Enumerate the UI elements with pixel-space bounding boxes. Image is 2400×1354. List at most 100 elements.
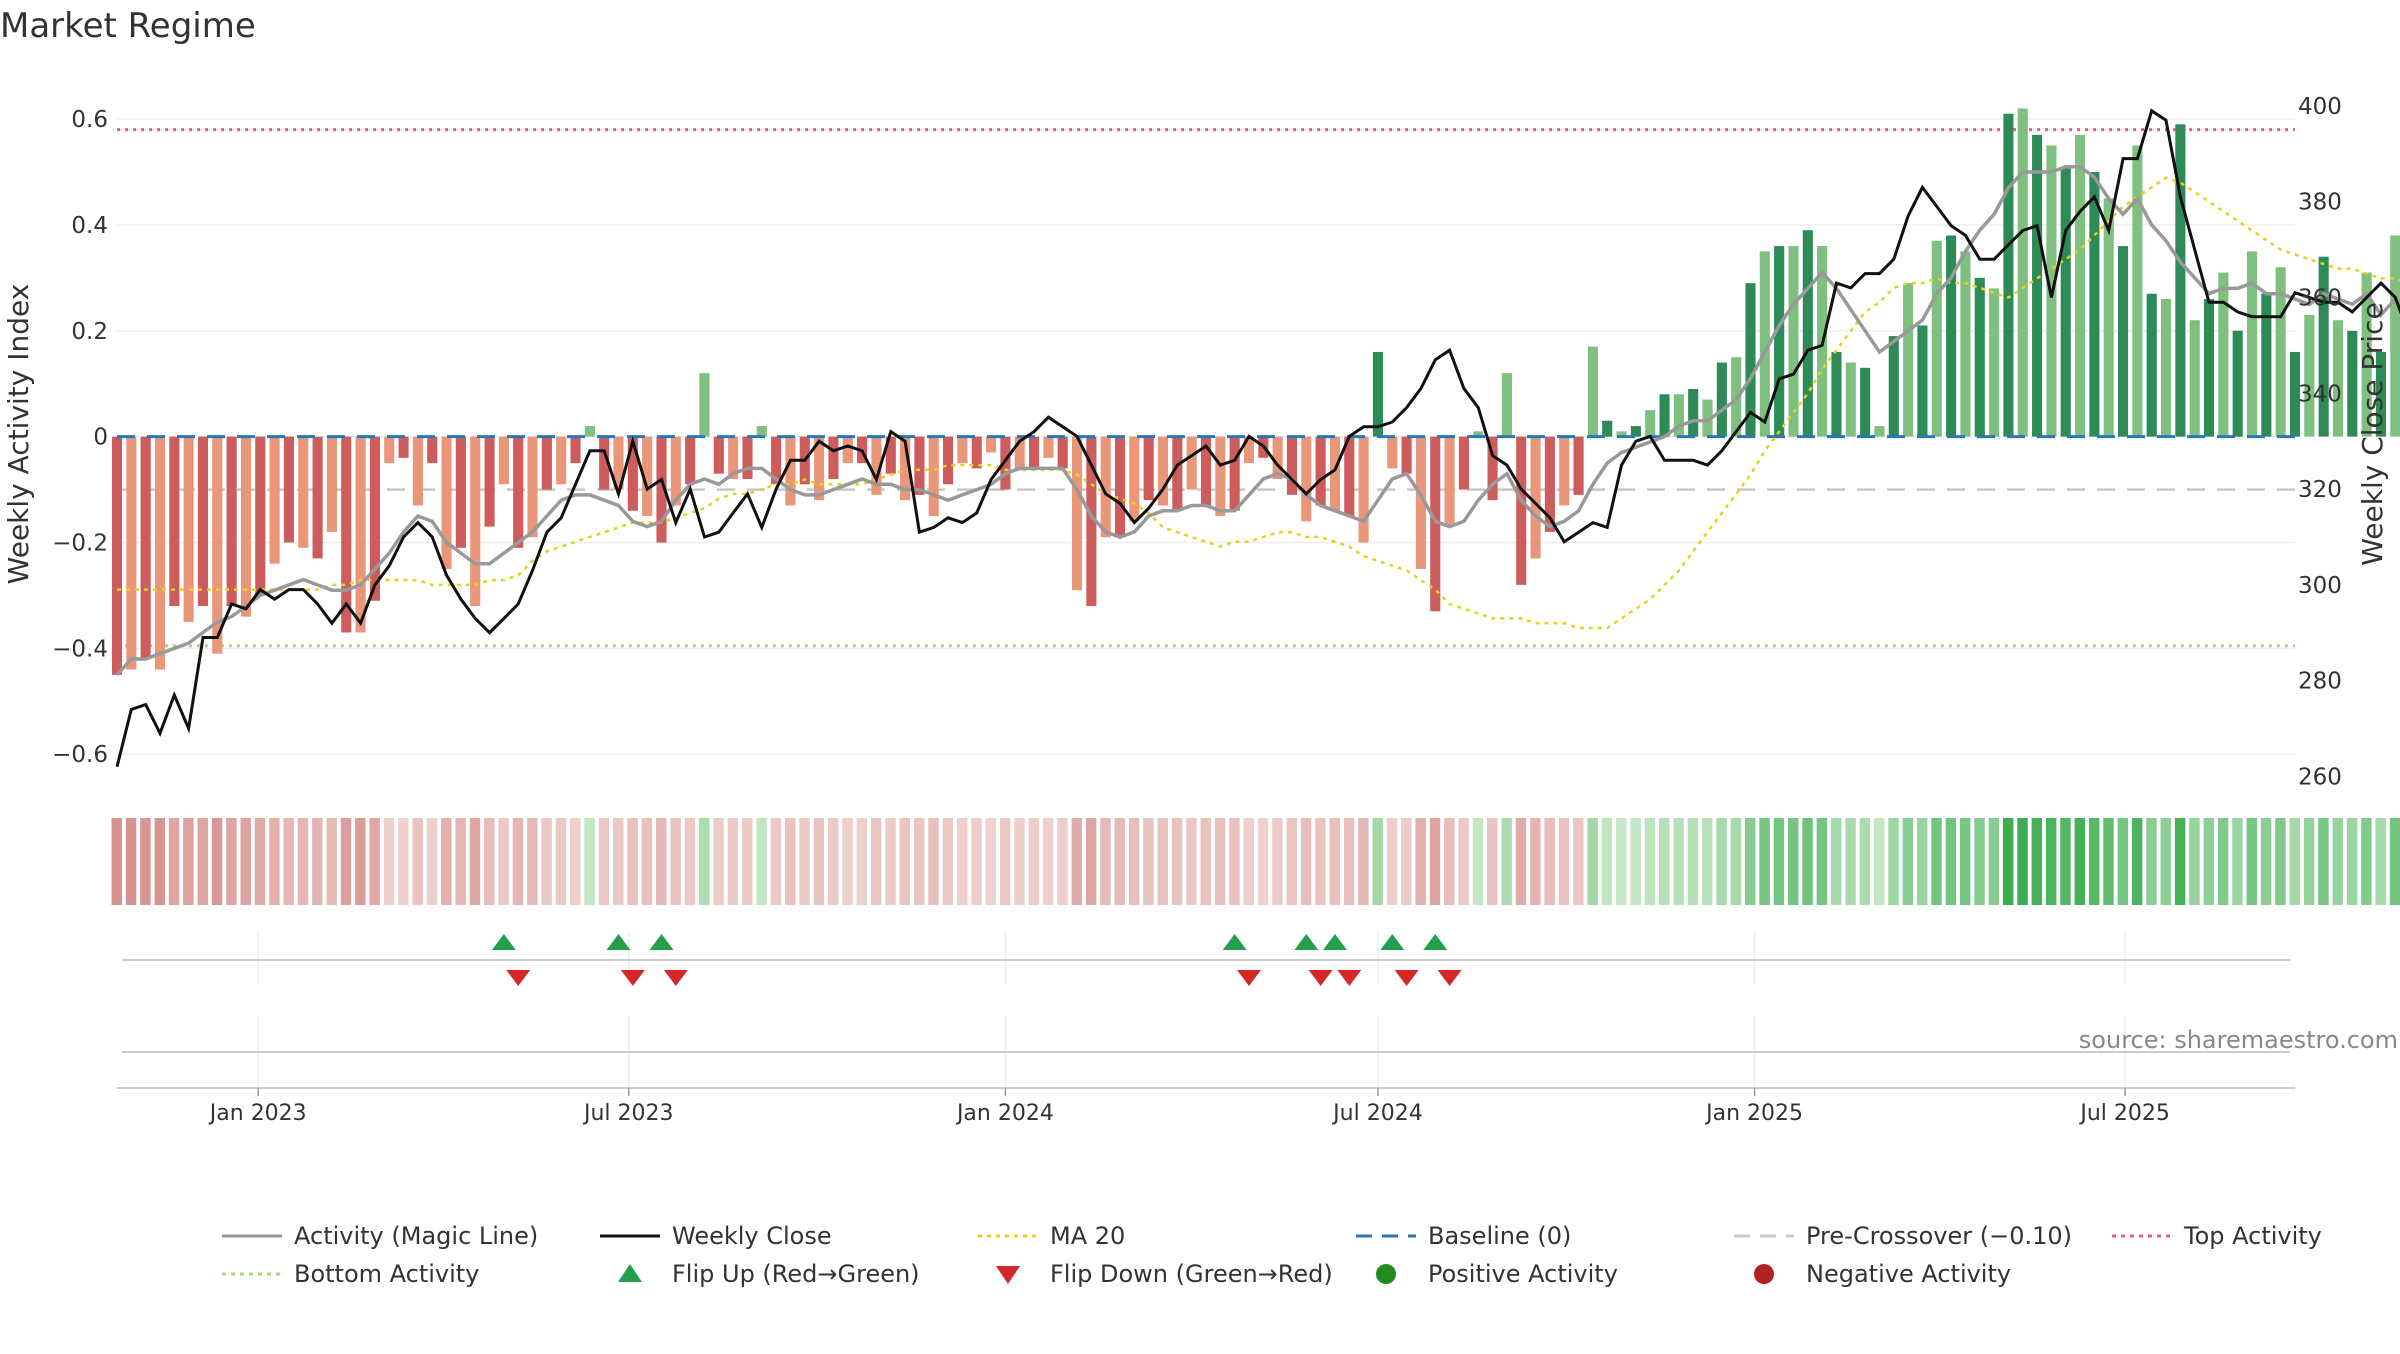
activity-bar — [2032, 134, 2043, 437]
x-tick-label: Jan 2025 — [1704, 1101, 1803, 1126]
activity-bar — [928, 436, 939, 517]
legend-label: Baseline (0) — [1428, 1222, 1571, 1250]
legend-label: Flip Down (Green→Red) — [1050, 1260, 1333, 1288]
regime-strip-cell — [1014, 818, 1025, 905]
flip-up-marker — [1380, 934, 1405, 950]
activity-bar — [943, 436, 954, 485]
activity-bar — [2232, 330, 2243, 437]
activity-bar — [240, 436, 252, 617]
regime-strip-cell — [598, 818, 610, 905]
ma20-line — [117, 176, 2400, 630]
activity-bar — [1473, 431, 1484, 437]
regime-strip-cell — [1401, 818, 1412, 905]
activity-bar — [957, 436, 968, 464]
activity-bar — [814, 436, 825, 501]
regime-strip-cell — [1372, 818, 1383, 905]
activity-bar — [642, 436, 653, 517]
regime-strip-cell — [627, 818, 638, 905]
regime-strip-cell — [1601, 818, 1613, 905]
regime-strip-cell — [312, 818, 323, 905]
x-tick-label: Jul 2024 — [1331, 1101, 1423, 1126]
regime-strip-cell — [670, 818, 681, 905]
activity-bar — [2189, 320, 2200, 437]
regime-strip-cell — [613, 818, 624, 905]
regime-strip-cell — [2117, 818, 2129, 905]
activity-bar — [1802, 230, 1813, 437]
activity-bar — [1215, 436, 1226, 517]
regime-strip-cell — [1157, 818, 1168, 905]
source-note: source: sharemaestro.com — [2079, 1026, 2398, 1054]
regime-strip-cell — [2346, 818, 2358, 905]
activity-bar — [1172, 436, 1183, 511]
y-left-tick: 0.6 — [71, 107, 108, 133]
regime-strip-cell — [1415, 818, 1426, 905]
activity-bar — [1917, 325, 1928, 437]
regime-strip-cell — [1716, 818, 1727, 905]
regime-strip-cell — [1830, 818, 1842, 905]
regime-strip-cell — [1071, 818, 1083, 905]
legend-swatch — [618, 1264, 642, 1282]
activity-bar — [1501, 373, 1512, 437]
activity-bar — [670, 436, 681, 506]
regime-strip-cell — [1329, 818, 1340, 905]
regime-strip-cell — [340, 818, 352, 905]
y-right-tick: 300 — [2298, 573, 2342, 599]
activity-bar — [1444, 436, 1455, 527]
regime-strip-cell — [1487, 818, 1498, 905]
activity-bar — [1845, 362, 1856, 437]
regime-strip-cell — [1186, 818, 1197, 905]
regime-strip-cell — [2017, 818, 2028, 905]
legend-swatch — [996, 1266, 1020, 1284]
regime-strip-cell — [541, 818, 552, 905]
regime-strip-cell — [512, 818, 524, 905]
regime-strip-cell — [770, 818, 782, 905]
activity-bar — [1114, 436, 1126, 538]
activity-bar — [2146, 293, 2157, 437]
regime-strip-cell — [1902, 818, 1914, 905]
regime-strip-cell — [1616, 818, 1627, 905]
activity-bar — [226, 436, 237, 607]
regime-strip-cell — [2002, 818, 2014, 905]
regime-strip-cell — [1873, 818, 1885, 905]
y-left-label: Weekly Activity Index — [2, 284, 35, 585]
activity-bar — [1014, 436, 1025, 469]
activity-bar — [2218, 272, 2229, 437]
flip-down-marker — [663, 970, 688, 986]
regime-strip-cell — [584, 818, 595, 905]
activity-bar — [1143, 436, 1154, 501]
activity-bar — [1688, 389, 1699, 437]
activity-bar — [1372, 351, 1384, 437]
activity-bar — [498, 436, 509, 485]
weekly-close-line — [115, 108, 2400, 768]
regime-strip-cell — [369, 818, 380, 905]
activity-bar — [756, 426, 767, 437]
regime-strip-cell — [1673, 818, 1684, 905]
regime-strip-cell — [1501, 818, 1512, 905]
activity-bar — [1229, 436, 1240, 511]
regime-strip-cell — [441, 818, 452, 905]
regime-strip-cell — [1343, 818, 1355, 905]
regime-strip-cell — [254, 818, 266, 905]
regime-strip-cell — [1085, 818, 1097, 905]
activity-bar — [1860, 367, 1871, 437]
regime-strip-cell — [1558, 818, 1570, 905]
regime-strip-cell — [555, 818, 567, 905]
regime-strip-cell — [1386, 818, 1398, 905]
activity-bar — [2075, 134, 2086, 437]
activity-bar — [1544, 436, 1555, 532]
activity-bar — [2017, 108, 2028, 437]
activity-bar — [140, 436, 151, 659]
regime-strip-cell — [784, 818, 796, 905]
activity-bar — [1071, 436, 1083, 591]
regime-strip-cell — [111, 818, 122, 905]
activity-bar — [1931, 240, 1942, 437]
activity-bar — [2318, 256, 2329, 437]
activity-bar — [570, 436, 581, 464]
regime-strip-cell — [355, 818, 366, 905]
regime-strip-cell — [641, 818, 653, 905]
x-tick-label: Jan 2024 — [955, 1101, 1054, 1126]
activity-bar — [1874, 426, 1885, 437]
regime-strip-cell — [412, 818, 423, 905]
legend-swatch — [1376, 1264, 1396, 1284]
regime-strip-cell — [1630, 818, 1641, 905]
